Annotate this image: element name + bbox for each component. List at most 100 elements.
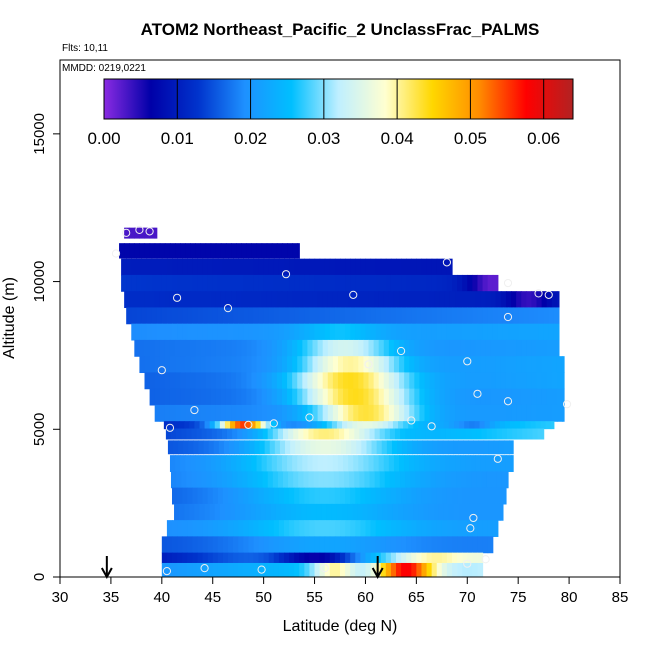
heatmap-cell	[228, 562, 234, 577]
heatmap-cell	[294, 552, 300, 564]
heatmap-cell	[462, 552, 468, 564]
heatmap-cell	[166, 562, 173, 577]
heatmap-cell	[214, 503, 221, 521]
heatmap-cell	[536, 356, 543, 374]
colorbar-tick-label: 0.04	[381, 129, 414, 148]
heatmap-cell	[200, 291, 207, 309]
heatmap-cell	[404, 455, 410, 472]
heatmap-cell	[443, 421, 450, 430]
heatmap-cell	[396, 520, 402, 537]
heatmap-cell	[284, 562, 290, 577]
heatmap-cell	[380, 536, 387, 554]
heatmap-cell	[353, 339, 359, 357]
heatmap-cell	[465, 372, 471, 390]
heatmap-cell	[350, 307, 356, 325]
sample-points	[111, 225, 572, 576]
heatmap-cell	[378, 455, 385, 472]
heatmap-cell	[149, 339, 156, 357]
heatmap-cell	[379, 471, 386, 489]
heatmap-cell	[304, 536, 311, 554]
heatmap-cell	[278, 274, 285, 292]
heatmap-cell	[170, 471, 177, 489]
heatmap-cell	[391, 440, 398, 455]
heatmap-cell	[327, 455, 334, 472]
heatmap-cell	[353, 388, 359, 406]
heatmap-cell	[452, 323, 458, 341]
heatmap-cell	[531, 356, 538, 374]
colorbar-tick-label: 0.02	[234, 129, 267, 148]
heatmap-cell	[388, 455, 395, 472]
heatmap-cell	[212, 258, 219, 276]
heatmap-cell	[373, 388, 380, 406]
heatmap-cell	[429, 372, 436, 390]
heatmap-cell	[238, 258, 244, 276]
heatmap-cell	[426, 536, 433, 554]
heatmap-cell	[368, 455, 375, 472]
heatmap-cell	[287, 291, 293, 309]
heatmap-cell	[505, 388, 512, 406]
heatmap-cell	[344, 428, 350, 440]
heatmap-cell	[280, 421, 287, 430]
heatmap-cell	[551, 388, 558, 406]
heatmap-cell	[369, 471, 376, 489]
sample-point	[145, 227, 154, 236]
heatmap-cell	[497, 487, 504, 505]
heatmap-cell	[281, 291, 288, 309]
heatmap-cell	[385, 520, 392, 537]
heatmap-cell	[309, 274, 316, 292]
heatmap-cell	[319, 520, 326, 537]
heatmap-cell	[334, 274, 341, 292]
heatmap-cell	[256, 372, 263, 390]
heatmap-cell	[202, 552, 209, 564]
heatmap-cell	[299, 552, 305, 564]
heatmap-cell	[271, 404, 278, 422]
heatmap-cell	[414, 291, 421, 309]
heatmap-cell	[281, 372, 288, 390]
heatmap-cell	[436, 520, 443, 537]
heatmap-cell	[365, 307, 372, 325]
heatmap-cell	[278, 487, 285, 505]
heatmap-cell	[452, 536, 458, 554]
heatmap-cell	[266, 372, 273, 390]
heatmap-cell	[314, 520, 321, 537]
heatmap-cell	[449, 291, 456, 309]
heatmap-cell	[332, 339, 339, 357]
heatmap-cell	[202, 520, 209, 537]
x-tick-label: 30	[52, 589, 69, 606]
heatmap-cell	[291, 421, 297, 430]
heatmap-cell	[295, 440, 301, 455]
heatmap-cell	[526, 356, 533, 374]
heatmap-cell	[166, 536, 173, 554]
heatmap-cell	[292, 404, 298, 422]
heatmap-cell	[287, 356, 293, 374]
heatmap-cell	[355, 552, 361, 564]
heatmap-cell	[233, 487, 239, 505]
heatmap-cell	[253, 536, 260, 554]
heatmap-cell	[461, 428, 467, 440]
heatmap-cell	[368, 339, 375, 357]
heatmap-cell	[551, 339, 558, 357]
heatmap-cell	[515, 421, 521, 430]
heatmap-row	[139, 356, 565, 374]
heatmap-cell	[202, 323, 209, 341]
heatmap-cell	[306, 503, 313, 521]
heatmap-cell	[441, 487, 448, 505]
heatmap-cell	[229, 440, 235, 455]
heatmap-cell	[436, 307, 443, 325]
heatmap-cell	[322, 404, 329, 422]
heatmap-cell	[177, 258, 183, 276]
heatmap-cell	[530, 421, 537, 430]
heatmap-cell	[236, 372, 242, 390]
heatmap-cell	[494, 421, 501, 430]
heatmap-cell	[192, 562, 199, 577]
heatmap-cell	[436, 536, 443, 554]
heatmap-cell	[205, 356, 212, 374]
heatmap-cell	[441, 562, 448, 577]
heatmap-cell	[488, 440, 495, 455]
heatmap-cell	[353, 404, 359, 422]
heatmap-cell	[383, 455, 390, 472]
heatmap-cell	[422, 440, 429, 455]
heatmap-cell	[294, 323, 300, 341]
heatmap-cell	[541, 291, 548, 309]
heatmap-cell	[314, 562, 321, 577]
